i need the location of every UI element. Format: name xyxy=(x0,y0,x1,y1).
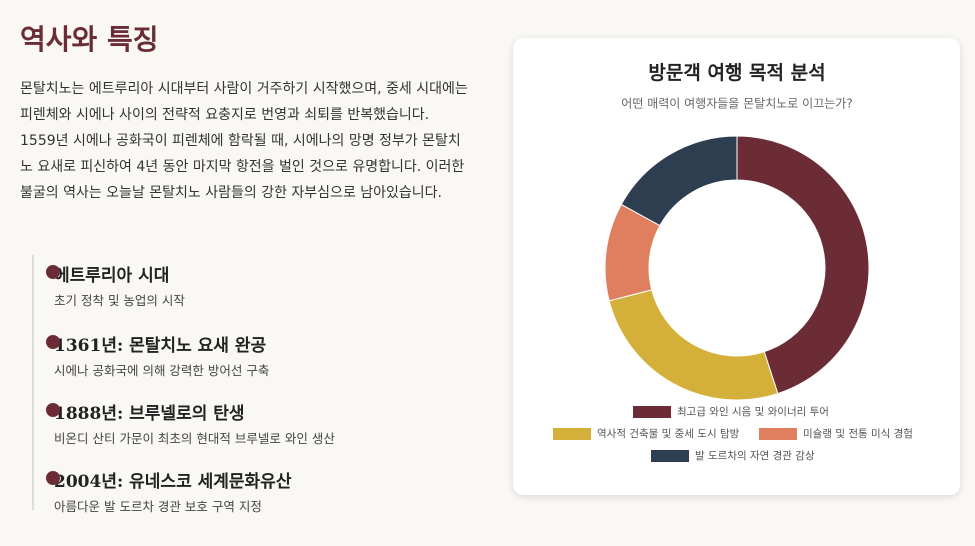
section-title: 역사와 특징 xyxy=(20,23,159,56)
chart: 방문객 여행 목적 분석 어떤 매력이 여행자들을 몬탈치노로 이끄는가? 최고… xyxy=(553,62,913,462)
timeline-title: 에트루리아 시대 xyxy=(54,266,170,286)
timeline-desc: 아름다운 발 도르차 경관 보호 구역 지정 xyxy=(54,499,262,514)
legend-label: 미슐랭 및 전통 미식 경험 xyxy=(803,427,913,440)
legend-label: 최고급 와인 시음 및 와이너리 투어 xyxy=(677,406,829,418)
timeline-desc: 초기 정착 및 농업의 시작 xyxy=(54,293,185,308)
legend-label: 역사적 건축물 및 중세 도시 탐방 xyxy=(597,428,740,440)
timeline-dot xyxy=(46,471,60,485)
doughnut-segment xyxy=(736,135,870,395)
legend-swatch xyxy=(651,450,689,462)
doughnut-segment xyxy=(620,135,738,227)
legend-label: 발 도르차의 자연 경관 감상 xyxy=(695,449,815,462)
timeline-dot xyxy=(46,265,60,279)
chart-subtitle: 어떤 매력이 여행자들을 몬탈치노로 이끄는가? xyxy=(621,96,852,111)
timeline-title: 1361년: 몬탈치노 요새 완공 xyxy=(54,336,267,356)
timeline-title: 1888년: 브루넬로의 탄생 xyxy=(54,404,245,424)
timeline-desc: 시에나 공화국에 의해 강력한 방어선 구축 xyxy=(54,363,270,378)
legend-swatch xyxy=(553,428,591,440)
timeline-desc: 비온디 산티 가문이 최초의 현대적 브루넬로 와인 생산 xyxy=(54,431,335,446)
doughnut-segment xyxy=(608,289,779,401)
chart-card: 방문객 여행 목적 분석 어떤 매력이 여행자들을 몬탈치노로 이끄는가? 최고… xyxy=(513,38,960,495)
paragraph: 몬탈치노는 에트루리아 시대부터 사람이 거주하기 시작했으며, 중세 시대에는… xyxy=(20,81,468,201)
legend-swatch xyxy=(633,406,671,418)
timeline-dot xyxy=(46,335,60,349)
timeline-dot xyxy=(46,403,60,417)
timeline-title: 2004년: 유네스코 세계문화유산 xyxy=(54,472,292,492)
chart-title: 방문객 여행 목적 분석 xyxy=(648,62,825,84)
legend-swatch xyxy=(759,428,797,440)
